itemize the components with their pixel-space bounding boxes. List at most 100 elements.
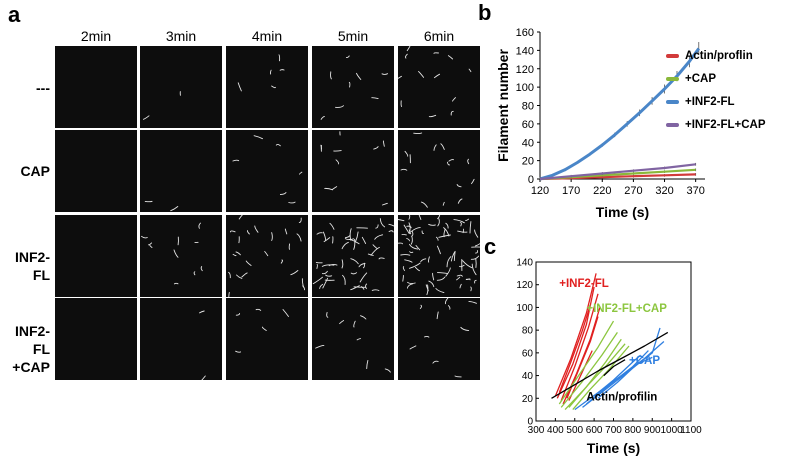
filament — [446, 256, 452, 268]
column-header-2min: 2min — [80, 28, 112, 44]
column-header-4min: 4min — [251, 28, 283, 44]
filament — [406, 238, 410, 242]
filament — [170, 206, 179, 212]
y-tick-label: 140 — [516, 258, 533, 269]
filament — [261, 326, 267, 331]
filament — [428, 256, 430, 263]
y-tick-label: 40 — [522, 137, 534, 149]
micrograph-inf2-fl-cap-6min — [398, 298, 480, 380]
micrograph-inf2-fl-2min — [55, 215, 137, 297]
filament — [353, 286, 367, 288]
filament — [348, 81, 351, 88]
filament — [229, 230, 236, 233]
filament — [462, 260, 473, 269]
x-tick-label: 400 — [547, 425, 564, 436]
filament-trace — [560, 293, 599, 401]
filament — [324, 187, 334, 191]
y-tick-label: 0 — [528, 174, 534, 186]
x-tick-label: 1100 — [680, 425, 702, 436]
filament — [316, 232, 323, 235]
filament — [475, 250, 479, 254]
filament — [148, 242, 153, 246]
y-tick-label: 20 — [522, 394, 534, 405]
filament — [356, 72, 362, 80]
annotation-inf2-fl-cap: +INF2-FL+CAP — [586, 303, 667, 315]
filament — [275, 143, 281, 147]
filament — [445, 222, 449, 229]
filament — [332, 186, 338, 190]
filament — [409, 251, 414, 253]
filament — [344, 238, 355, 241]
filament-trace — [568, 343, 626, 408]
filament — [255, 308, 262, 311]
filament — [232, 253, 237, 257]
filament — [471, 246, 480, 248]
filament — [460, 326, 470, 332]
filament — [236, 274, 243, 279]
filament — [200, 266, 203, 272]
filament — [241, 272, 248, 278]
micrograph-inf2-fl-3min — [140, 215, 222, 297]
filament — [432, 360, 439, 364]
filament — [409, 345, 417, 350]
filament — [379, 218, 386, 228]
filament — [354, 231, 359, 243]
column-header-6min: 6min — [423, 28, 455, 44]
filament — [358, 263, 366, 268]
filament — [420, 201, 428, 208]
filament — [361, 236, 367, 244]
y-tick-label: 40 — [522, 371, 534, 382]
annotation-actin-profilin: Actin/profilin — [586, 392, 657, 404]
filament — [319, 283, 324, 289]
filament — [228, 271, 231, 279]
filament — [400, 100, 403, 107]
x-tick-label: 270 — [624, 185, 642, 197]
filament — [271, 85, 276, 89]
filament — [350, 285, 360, 291]
filament — [353, 320, 356, 328]
filament — [322, 231, 327, 242]
filament — [349, 228, 352, 241]
x-tick-label: 800 — [625, 425, 642, 436]
filament — [279, 69, 285, 71]
micrograph-inf2-fl-cap-5min — [312, 298, 394, 380]
filament — [432, 272, 435, 281]
filament — [413, 132, 423, 135]
filament — [320, 115, 325, 120]
micrograph-inf2-fl-cap-3min — [140, 298, 222, 380]
filament — [410, 227, 421, 233]
filament-trace — [558, 305, 591, 393]
filament — [322, 277, 329, 289]
filament — [235, 251, 241, 256]
filament — [388, 230, 394, 233]
filament — [326, 311, 329, 318]
filament — [235, 350, 242, 353]
filament — [173, 282, 179, 285]
filament — [410, 236, 413, 245]
micrograph-cap-5min — [312, 130, 394, 212]
y-tick-label: 80 — [522, 101, 534, 113]
filament — [330, 71, 332, 80]
filament — [418, 71, 425, 78]
filament — [344, 235, 351, 239]
y-tick-label: 100 — [516, 82, 534, 94]
annotation-inf2-fl: +INF2-FL — [559, 278, 609, 290]
filament — [264, 251, 269, 257]
filament — [465, 218, 470, 221]
filament — [353, 238, 356, 250]
filament-trace — [560, 332, 618, 408]
legend-swatch-inf2-fl-cap — [666, 122, 679, 127]
filament — [408, 215, 411, 220]
filament — [237, 82, 242, 92]
filament — [199, 310, 205, 314]
filament — [149, 244, 153, 248]
legend-label-actin-proflin: Actin/proflin — [685, 50, 753, 62]
filament — [470, 286, 472, 292]
legend-swatch-cap — [666, 76, 679, 81]
panel-label-a: a — [8, 2, 21, 27]
legend-swatch-inf2-fl — [666, 99, 679, 104]
micrograph-inf2-fl-5min — [312, 215, 394, 297]
filament — [371, 289, 380, 291]
x-axis-label: Time (s) — [596, 204, 649, 220]
legend-item-inf2-fl: +INF2-FL — [666, 96, 735, 108]
